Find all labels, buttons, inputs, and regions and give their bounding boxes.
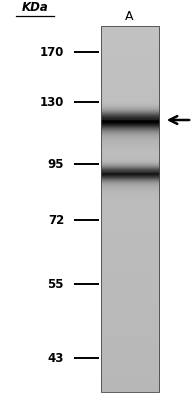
Bar <box>101 26 159 392</box>
Text: 55: 55 <box>48 278 64 290</box>
Text: 130: 130 <box>40 96 64 108</box>
Text: 43: 43 <box>48 352 64 364</box>
Text: 95: 95 <box>48 158 64 170</box>
Text: 72: 72 <box>48 214 64 226</box>
Text: 170: 170 <box>40 46 64 58</box>
Text: A: A <box>125 10 133 22</box>
Text: KDa: KDa <box>22 1 48 14</box>
